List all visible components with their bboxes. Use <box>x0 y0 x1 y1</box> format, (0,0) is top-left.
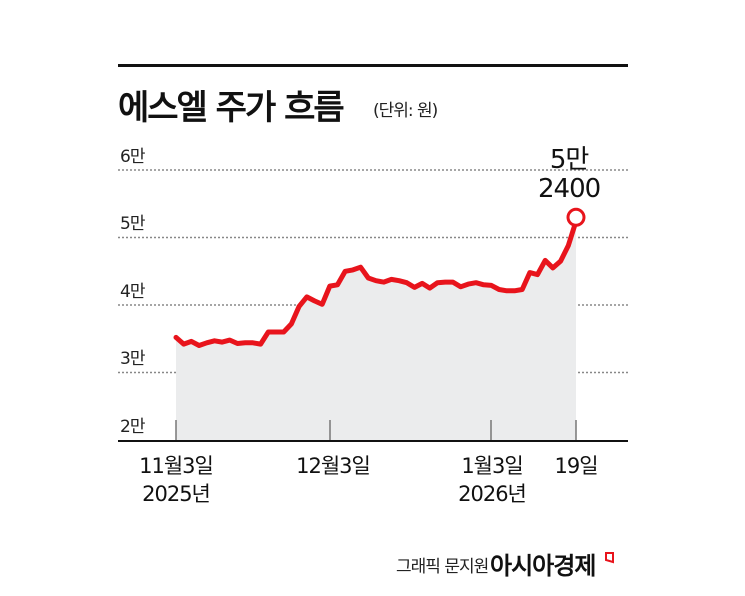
x-tick-year: 2025년 <box>142 482 211 506</box>
annotation-line1: 5만 <box>549 145 589 175</box>
y-tick-20000: 2만 <box>120 417 145 437</box>
x-tick-nov3: 11월3일 2025년 <box>126 452 226 508</box>
y-tick-30000: 3만 <box>120 349 145 369</box>
x-tick-date: 1월3일 <box>461 454 523 478</box>
chart-title: 에스엘 주가 흐름 <box>118 88 345 128</box>
y-tick-60000: 6만 <box>120 147 145 167</box>
graphic-credit: 그래픽 문지원 <box>396 557 489 577</box>
x-tick-jan19: 19일 <box>541 452 611 480</box>
latest-price-marker <box>566 207 586 227</box>
annotation-line2: 2400 <box>538 174 601 204</box>
price-line <box>173 218 579 348</box>
x-tick-dec3: 12월3일 <box>283 452 383 480</box>
brand-name: 아시아경제 <box>490 552 596 580</box>
latest-price-annotation: 5만 2400 <box>538 145 601 204</box>
title-rule <box>118 64 628 67</box>
x-tick-marks <box>175 420 577 441</box>
unit-label: (단위: 원) <box>373 101 438 121</box>
brand-mark-icon <box>604 552 614 564</box>
x-tick-date: 12월3일 <box>296 454 371 478</box>
x-tick-year: 2026년 <box>458 482 527 506</box>
x-tick-date: 19일 <box>554 454 598 478</box>
price-area-fill <box>176 221 576 440</box>
y-tick-40000: 4만 <box>120 282 145 302</box>
y-tick-50000: 5만 <box>120 214 145 234</box>
x-tick-date: 11월3일 <box>139 454 214 478</box>
x-tick-jan3: 1월3일 2026년 <box>442 452 542 508</box>
brand-logo: 아시아경제 <box>490 546 614 581</box>
